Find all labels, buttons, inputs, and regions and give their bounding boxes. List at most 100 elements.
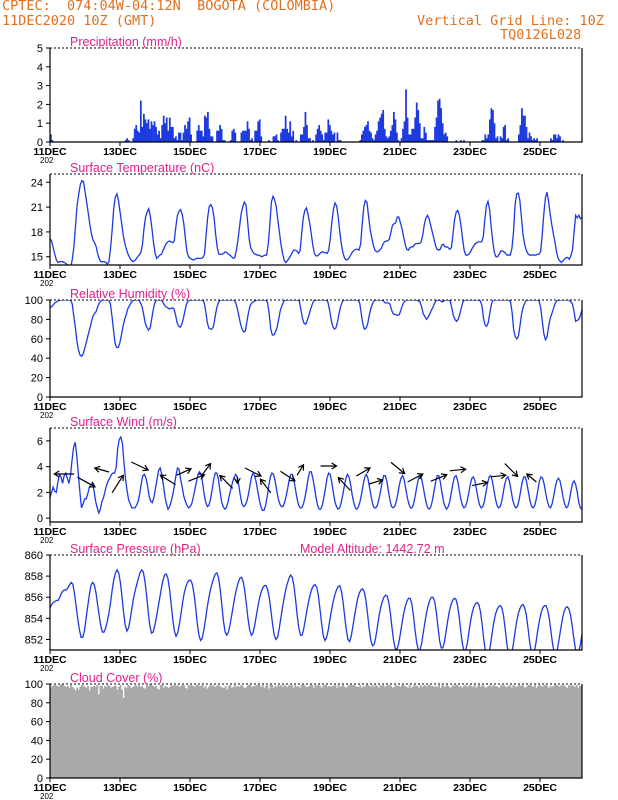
cloud-bar <box>175 685 178 778</box>
cloud-bar <box>475 687 478 778</box>
y-tick-label: 80 <box>31 314 43 326</box>
wind-arrow <box>200 462 212 477</box>
cloud-bar <box>501 685 504 778</box>
precip-bar <box>135 125 138 142</box>
cloud-bar <box>138 684 140 778</box>
cloud-bar <box>489 684 492 778</box>
run-id: TQ0126L028 <box>500 27 582 43</box>
precip-bar <box>522 115 525 142</box>
panel-frame <box>49 174 583 266</box>
y-tick-label: 6 <box>37 436 43 448</box>
wind-arrow <box>320 462 338 470</box>
cloud-bar <box>266 684 269 778</box>
cloud-bar <box>206 688 209 778</box>
precip-bar <box>374 134 377 142</box>
cloud-bar <box>453 685 456 778</box>
precip-bar <box>519 125 522 142</box>
cloud-bar <box>540 685 543 778</box>
x-tick-label: 19DEC <box>313 269 347 281</box>
cloud-bar <box>232 686 235 778</box>
cloud-bar <box>343 686 346 778</box>
precip-bar <box>446 136 449 142</box>
cloud-bar <box>436 686 439 778</box>
cloud-bar <box>130 687 133 778</box>
precip-bar <box>175 136 177 142</box>
precip-bar <box>502 126 505 142</box>
x-tick-label: 21DEC <box>383 526 417 538</box>
cloud-bar <box>144 688 147 778</box>
precip-bar <box>406 117 409 142</box>
cloud-bar <box>271 684 273 778</box>
precip-bar <box>505 140 508 142</box>
cloud-bar <box>402 684 405 778</box>
precip-bar <box>463 140 465 142</box>
y-tick-label: 854 <box>25 613 43 625</box>
cloud-bar <box>158 689 161 778</box>
precip-bar <box>441 123 444 142</box>
precip-bar <box>50 134 52 142</box>
cloud-bar <box>184 687 187 778</box>
precip-bar <box>222 140 225 142</box>
y-tick-label: 3 <box>37 81 43 93</box>
precip-bar <box>254 130 257 142</box>
wind-arrow <box>244 467 263 477</box>
precip-bar <box>267 140 270 142</box>
cloud-bar <box>192 685 195 778</box>
cloud-bar <box>401 684 403 778</box>
precip-bar <box>559 136 561 142</box>
cloud-bar <box>76 687 79 778</box>
cloud-bar <box>428 684 431 778</box>
cloud-bar <box>91 686 94 778</box>
precip-bar <box>423 126 426 142</box>
x-tick-label: 23DEC <box>453 526 487 538</box>
cloud-bar <box>433 686 436 778</box>
cloud-bar <box>65 686 68 778</box>
y-tick-label: 100 <box>25 679 43 691</box>
cloud-bar <box>71 686 74 778</box>
cloud-bar <box>410 687 413 778</box>
cloud-bar <box>220 686 222 778</box>
cloud-bar <box>367 684 369 778</box>
precip-bar <box>229 140 232 142</box>
precip-bar <box>370 132 372 142</box>
precip-bar <box>431 140 433 142</box>
cloud-bar <box>518 684 521 778</box>
x-year-stub: 202 <box>40 536 54 545</box>
precip-bar <box>556 138 558 142</box>
precip-bar <box>287 132 290 142</box>
precip-bar <box>255 130 258 142</box>
cloud-bar <box>359 684 362 778</box>
panel-title: Surface Wind (m/s) <box>70 415 177 429</box>
cloud-bar <box>303 684 306 778</box>
location-title: CPTEC: 074:04W-04:12N BOGOTA (COLOMBIA) <box>2 0 336 14</box>
cloud-bar <box>345 687 348 778</box>
precip-bar <box>504 125 507 142</box>
cloud-bar <box>478 684 481 778</box>
run-date: 11DEC2020 10Z (GMT) <box>2 13 157 29</box>
precip-bar <box>460 140 462 142</box>
cloud-bar <box>136 686 139 778</box>
cloud-bar <box>147 685 150 778</box>
y-tick-label: 5 <box>37 43 43 55</box>
cloud-bar <box>527 684 530 778</box>
cloud-bar <box>362 685 365 778</box>
precip-bar <box>167 130 170 142</box>
cloud-bar <box>458 686 461 778</box>
precip-bar <box>365 125 368 142</box>
y-tick-label: 1 <box>37 118 43 130</box>
precip-bar <box>309 138 311 142</box>
x-tick-label: 13DEC <box>103 526 137 538</box>
cloud-bar <box>571 684 574 778</box>
precip-bar <box>211 136 214 142</box>
precip-bar <box>216 130 218 142</box>
precip-bar <box>376 130 378 142</box>
precip-bar <box>364 126 366 142</box>
cloud-bar <box>68 687 71 778</box>
cloud-bar <box>254 685 256 778</box>
precip-bar <box>517 134 520 142</box>
precip-bar <box>199 130 202 142</box>
panel-frame <box>49 300 583 398</box>
precip-bar <box>496 136 499 142</box>
precip-bar <box>274 136 276 142</box>
precip-bar <box>316 128 319 142</box>
